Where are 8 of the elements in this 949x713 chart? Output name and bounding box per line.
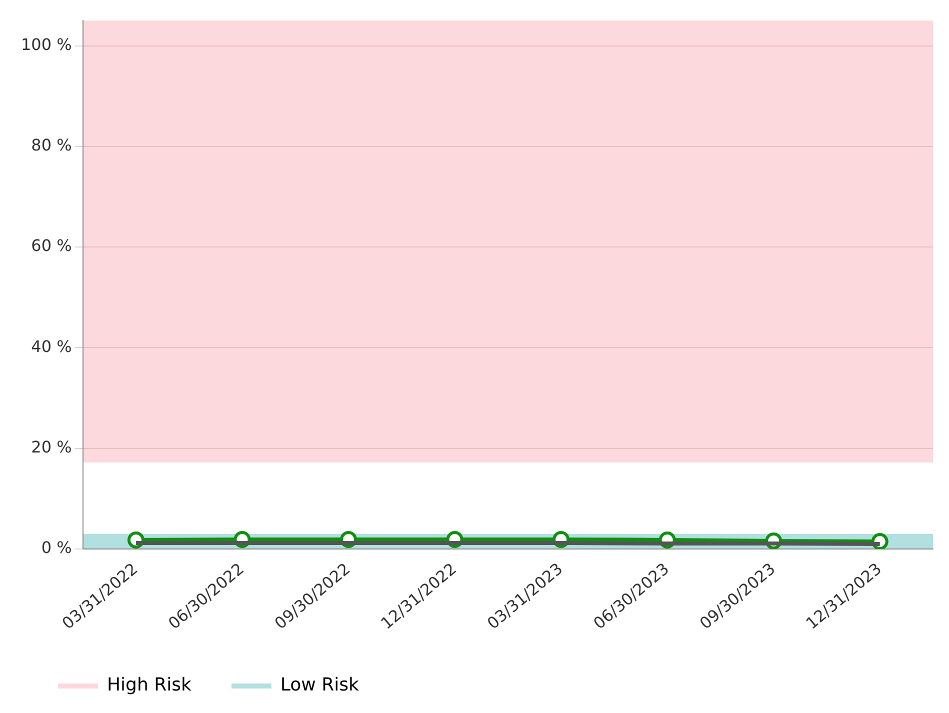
- y-tick-label: 100 %: [21, 34, 72, 54]
- y-tick-label: 80 %: [31, 136, 72, 155]
- y-tick-label: 0 %: [41, 538, 72, 558]
- y-tick-label: 20 %: [31, 438, 72, 457]
- legend-label: Low Risk: [280, 674, 360, 696]
- legend-label: High Risk: [107, 674, 192, 696]
- y-tick-label: 40 %: [31, 336, 72, 356]
- y-tick-label: 60 %: [31, 236, 72, 256]
